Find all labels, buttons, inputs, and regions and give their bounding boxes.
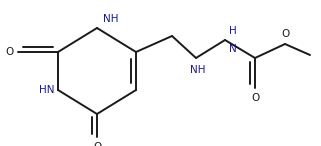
Text: NH: NH [103,14,118,24]
Text: O: O [6,47,14,57]
Text: NH: NH [190,65,206,75]
Text: O: O [281,29,289,39]
Text: N: N [229,44,237,54]
Text: O: O [251,93,259,103]
Text: H: H [229,26,237,36]
Text: O: O [93,142,101,146]
Text: HN: HN [39,85,54,95]
